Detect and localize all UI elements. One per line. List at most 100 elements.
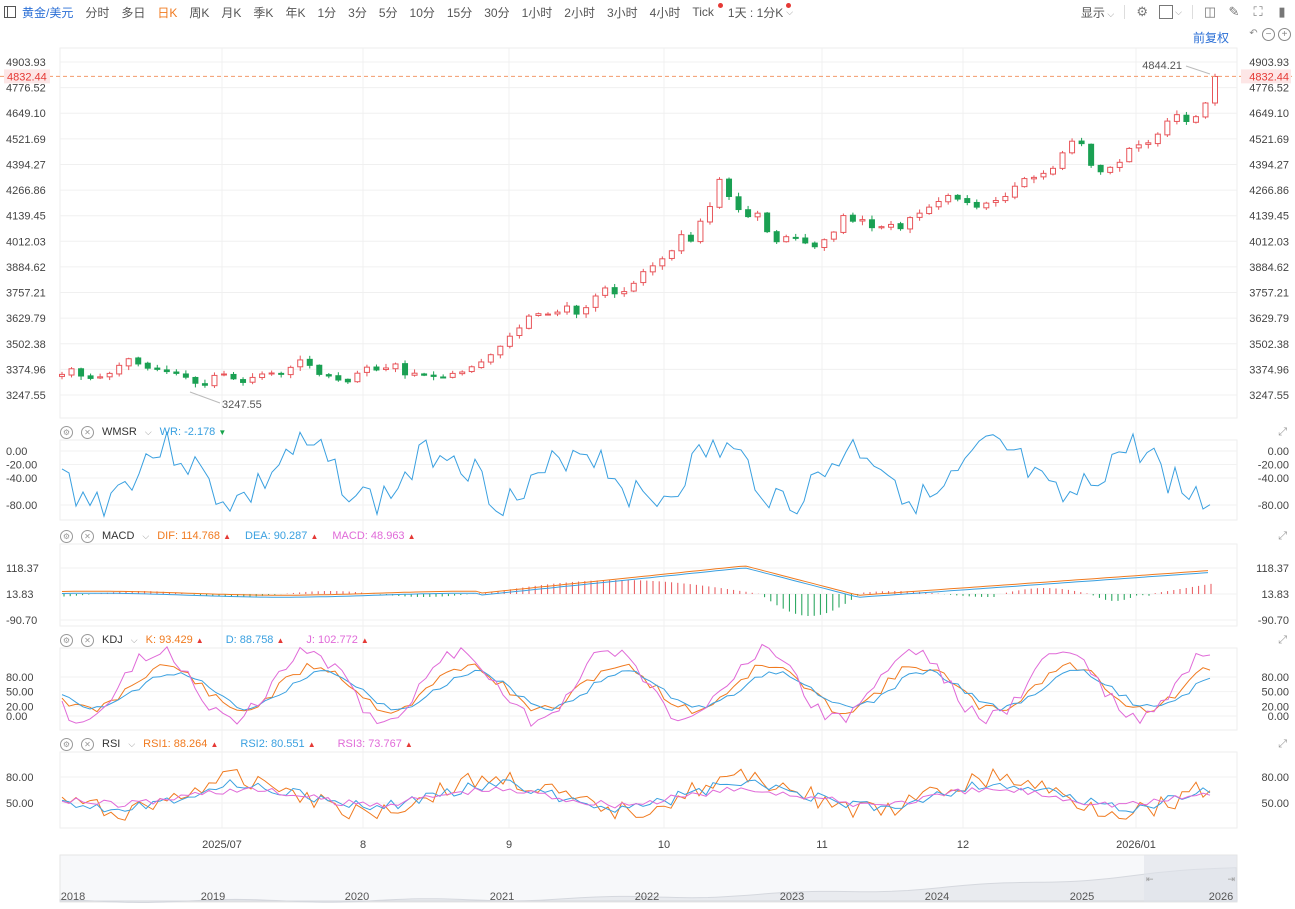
panel-toggle-icon[interactable]: ▮ bbox=[1278, 4, 1286, 19]
candle-body bbox=[1030, 176, 1037, 180]
candle-body bbox=[849, 214, 856, 222]
d-label: D: bbox=[225, 634, 237, 646]
close-icon[interactable]: ✕ bbox=[81, 529, 94, 543]
candle-body bbox=[1021, 178, 1028, 188]
close-icon[interactable]: ✕ bbox=[81, 737, 94, 751]
candle-body bbox=[125, 358, 132, 367]
period-tab[interactable]: 日K bbox=[157, 5, 178, 20]
indicator-name[interactable]: RSI bbox=[102, 738, 121, 750]
expand-icon[interactable]: ⤢ bbox=[1278, 634, 1287, 646]
period-tab[interactable]: 季K bbox=[253, 5, 274, 20]
period-tab[interactable]: 年K bbox=[285, 5, 306, 20]
chevron-down-icon[interactable]: ⌵ bbox=[130, 634, 138, 645]
low-price-label: 3247.55 bbox=[222, 399, 262, 411]
expand-icon[interactable]: ⤢ bbox=[1278, 530, 1287, 542]
chart-style-icon[interactable] bbox=[1159, 5, 1174, 19]
candle-body bbox=[916, 212, 923, 218]
candle-body bbox=[935, 201, 942, 208]
candle-body bbox=[907, 217, 914, 230]
chevron-down-icon[interactable]: ⌵ bbox=[144, 426, 152, 437]
fullscreen-icon[interactable]: ⛶ bbox=[1253, 4, 1263, 19]
y-tick-label-left: 4521.69 bbox=[6, 134, 46, 146]
period-tab[interactable]: 4小时 bbox=[649, 5, 681, 20]
navigator-selection bbox=[1144, 855, 1237, 902]
candle-body bbox=[888, 223, 895, 228]
settings-icon[interactable]: ⚙ bbox=[60, 529, 73, 543]
candles bbox=[59, 73, 1218, 388]
period-tab[interactable]: 周K bbox=[189, 5, 210, 20]
macd-value: MACD: 48.963 ▲ bbox=[332, 530, 415, 542]
period-tab[interactable]: 3分 bbox=[348, 5, 367, 20]
y-tick-label-left: 3884.62 bbox=[6, 262, 46, 274]
chevron-down-icon[interactable]: ⌵ bbox=[128, 738, 136, 749]
rsi1-number: 88.264 bbox=[173, 738, 208, 750]
high-pointer-line bbox=[1185, 65, 1211, 75]
period-tab[interactable]: 30分 bbox=[484, 5, 510, 20]
settings-icon[interactable]: ⚙ bbox=[60, 737, 73, 751]
period-tab[interactable]: 多日 bbox=[121, 5, 146, 20]
wr-value: WR: -2.178 ▼ bbox=[160, 426, 227, 438]
candle-body bbox=[1173, 114, 1180, 122]
undo-icon[interactable]: ↶ bbox=[1249, 28, 1258, 39]
zoom-in-icon[interactable]: + bbox=[1278, 28, 1291, 41]
rsi1-label: RSI1: bbox=[143, 738, 171, 750]
x-tick-label: 12 bbox=[957, 839, 969, 851]
period-tab[interactable]: 1分 bbox=[317, 5, 337, 20]
draw-pen-icon[interactable]: ✎ bbox=[1228, 4, 1240, 19]
chevron-down-icon[interactable]: ⌵ bbox=[1175, 6, 1182, 17]
period-tab[interactable]: Tick bbox=[692, 5, 714, 19]
zoom-out-icon[interactable]: − bbox=[1262, 28, 1275, 41]
candle-body bbox=[392, 363, 399, 370]
y-tick-label-right: 4012.03 bbox=[1249, 236, 1289, 248]
period-tab[interactable]: 15分 bbox=[446, 5, 473, 20]
settings-icon[interactable]: ⚙ bbox=[1136, 4, 1148, 19]
indicator-name[interactable]: KDJ bbox=[102, 634, 123, 646]
candle-body bbox=[1183, 114, 1190, 122]
period-tab[interactable]: 分时 bbox=[85, 5, 110, 20]
candle-body bbox=[840, 215, 847, 233]
sidebar-toggle-icon[interactable] bbox=[4, 6, 16, 18]
period-tab[interactable]: 5分 bbox=[378, 5, 398, 20]
kdj-y-tick-left: 20.00 bbox=[6, 701, 34, 713]
camera-icon[interactable]: ◫ bbox=[1203, 4, 1217, 19]
period-tab[interactable]: 2小时 bbox=[564, 5, 595, 20]
indicator-name[interactable]: WMSR bbox=[102, 426, 137, 438]
y-tick-label-left: 3502.38 bbox=[6, 339, 46, 351]
settings-icon[interactable]: ⚙ bbox=[60, 633, 73, 647]
expand-icon[interactable]: ⤢ bbox=[1278, 738, 1287, 750]
candle-body bbox=[363, 366, 370, 373]
macd-y-tick-left: -90.70 bbox=[6, 615, 37, 627]
adjust-button[interactable]: 前复权 bbox=[1192, 31, 1229, 45]
candle-body bbox=[678, 234, 685, 252]
close-icon[interactable]: ✕ bbox=[81, 425, 94, 439]
candle-body bbox=[1202, 102, 1209, 118]
display-menu[interactable]: 显示 ⌵ bbox=[1080, 5, 1115, 20]
candle-body bbox=[1097, 164, 1104, 173]
candle-body bbox=[335, 375, 342, 381]
settings-icon[interactable]: ⚙ bbox=[60, 425, 73, 439]
period-tab[interactable]: 月K bbox=[221, 5, 242, 20]
rsi-rsi2-line bbox=[61, 779, 1211, 813]
up-arrow-icon: ▲ bbox=[404, 740, 413, 749]
close-icon[interactable]: ✕ bbox=[81, 633, 94, 647]
candle-body bbox=[525, 315, 532, 329]
y-tick-label-right: 3247.55 bbox=[1249, 390, 1289, 402]
period-select[interactable]: 1天 : 1分K ⌵ bbox=[717, 2, 793, 21]
candle-body bbox=[325, 374, 332, 377]
indicator-name[interactable]: MACD bbox=[102, 530, 135, 542]
period-tab[interactable]: 1小时 bbox=[521, 5, 553, 20]
chevron-down-icon[interactable]: ⌵ bbox=[142, 530, 150, 541]
rsi-y-tick-right: 50.00 bbox=[1261, 798, 1289, 810]
period-tab[interactable]: 10分 bbox=[409, 5, 435, 20]
candle-body bbox=[306, 358, 313, 366]
period-tab[interactable]: 3小时 bbox=[606, 5, 638, 20]
candle-body bbox=[344, 378, 351, 383]
expand-icon[interactable]: ⤢ bbox=[1278, 426, 1287, 438]
x-tick-label: 11 bbox=[816, 839, 827, 851]
y-tick-label-right: 3757.21 bbox=[1249, 288, 1289, 300]
candle-body bbox=[830, 231, 837, 240]
candle-body bbox=[697, 220, 704, 243]
candle-body bbox=[945, 194, 952, 203]
symbol-name[interactable]: 黄金/美元 bbox=[22, 5, 74, 20]
